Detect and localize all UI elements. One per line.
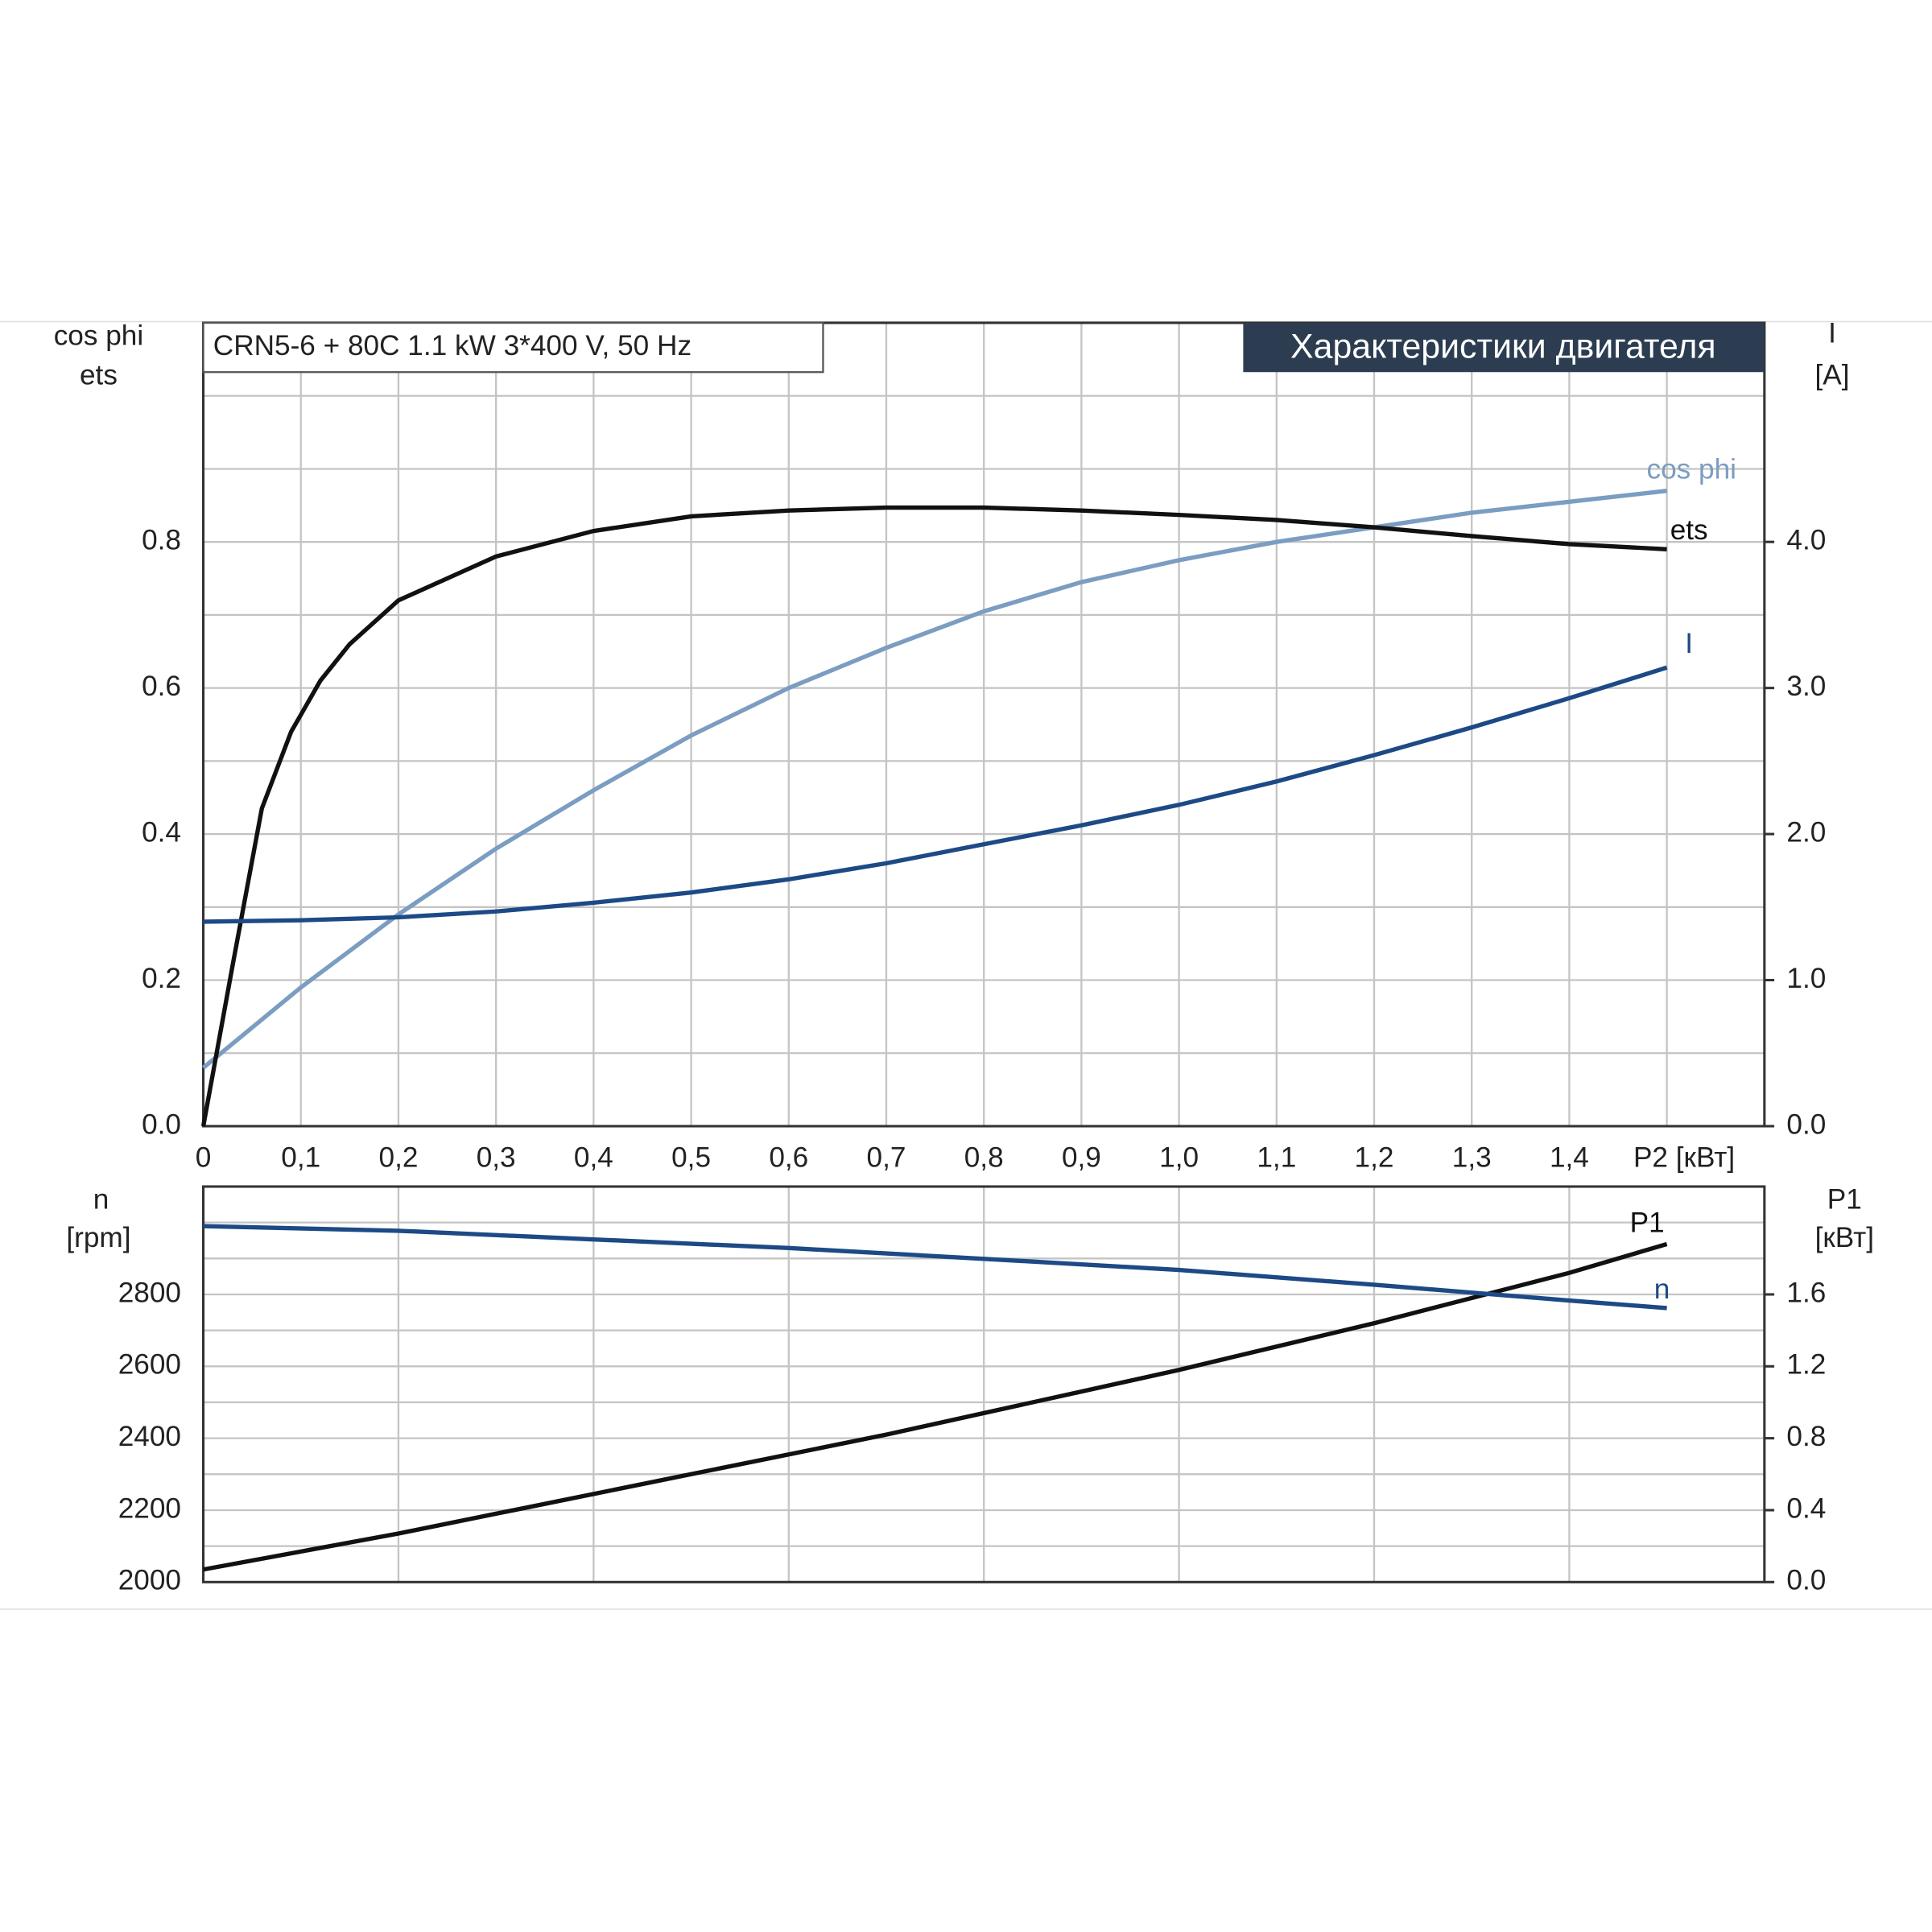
x-tick-label: P2 [кВт] xyxy=(1633,1142,1735,1174)
series-line xyxy=(200,505,1667,1127)
y2-axis-title: P1 xyxy=(1827,1184,1862,1216)
y-tick-label: 2400 xyxy=(118,1421,181,1452)
series-line xyxy=(203,1241,1668,1572)
series-line xyxy=(203,665,1668,924)
x-tick-label: 0,5 xyxy=(671,1142,711,1174)
y2-tick-label: 3.0 xyxy=(1786,671,1826,702)
y2-tick-label: 1.2 xyxy=(1786,1349,1826,1381)
series-line xyxy=(203,1224,1667,1311)
x-tick-label: 0,8 xyxy=(964,1142,1004,1174)
y-axis-title: n xyxy=(93,1184,109,1216)
series-label: I xyxy=(1685,628,1693,659)
subtitle-box xyxy=(202,321,824,374)
y-axis-title: ets xyxy=(80,360,118,391)
chart-title: Характеристики двигателя xyxy=(1290,327,1716,365)
y-tick-label: 0.2 xyxy=(142,963,181,994)
y-tick-label: 2200 xyxy=(118,1492,181,1524)
y2-tick-label: 1.6 xyxy=(1786,1277,1826,1308)
x-tick-label: 0,1 xyxy=(281,1142,320,1174)
y2-tick-label: 0.0 xyxy=(1786,1108,1826,1140)
plot-frame xyxy=(202,321,1766,1128)
y-axis-title: cos phi xyxy=(54,320,144,352)
x-tick-label: 0 xyxy=(196,1142,212,1174)
chart-subtitle: CRN5-6 + 80C 1.1 kW 3*400 V, 50 Hz xyxy=(213,330,691,361)
series-label: ets xyxy=(1670,514,1708,546)
y-tick-label: 2600 xyxy=(118,1349,181,1381)
y-tick-label: 0.6 xyxy=(142,671,181,702)
y2-tick-label: 1.0 xyxy=(1786,963,1826,994)
series-label: cos phi xyxy=(1646,453,1736,485)
y-tick-label: 0.0 xyxy=(142,1108,181,1140)
y-axis-title: [rpm] xyxy=(66,1222,130,1253)
series-line xyxy=(201,489,1667,1070)
x-tick-label: 1,2 xyxy=(1355,1142,1394,1174)
x-tick-label: 1,4 xyxy=(1550,1142,1589,1174)
y-tick-label: 0.4 xyxy=(142,816,181,848)
series-label: P1 xyxy=(1630,1207,1665,1238)
x-tick-label: 0,3 xyxy=(477,1142,516,1174)
y2-tick-label: 4.0 xyxy=(1786,524,1826,555)
y2-tick-label: 0.0 xyxy=(1786,1565,1826,1596)
x-tick-label: 0,7 xyxy=(867,1142,906,1174)
x-tick-label: 0,6 xyxy=(769,1142,808,1174)
series-label: n xyxy=(1654,1274,1670,1305)
y2-axis-title: I xyxy=(1828,318,1836,349)
x-tick-label: 1,0 xyxy=(1159,1142,1199,1174)
title-box xyxy=(1243,323,1765,373)
y2-tick-label: 2.0 xyxy=(1786,816,1826,848)
y2-axis-title: [A] xyxy=(1815,360,1850,391)
plot-frame xyxy=(202,1185,1766,1583)
y-tick-label: 2000 xyxy=(118,1565,181,1596)
x-tick-label: 0,9 xyxy=(1062,1142,1101,1174)
x-tick-label: 0,2 xyxy=(379,1142,419,1174)
x-tick-label: 0,4 xyxy=(574,1142,613,1174)
x-tick-label: 1,3 xyxy=(1452,1142,1492,1174)
y2-axis-title: [кВт] xyxy=(1815,1222,1874,1253)
x-tick-label: 1,1 xyxy=(1257,1142,1296,1174)
plots xyxy=(202,321,1775,1583)
y-tick-label: 0.8 xyxy=(142,524,181,555)
y-tick-label: 2800 xyxy=(118,1277,181,1308)
y2-tick-label: 0.4 xyxy=(1786,1492,1826,1524)
y2-tick-label: 0.8 xyxy=(1786,1421,1826,1452)
